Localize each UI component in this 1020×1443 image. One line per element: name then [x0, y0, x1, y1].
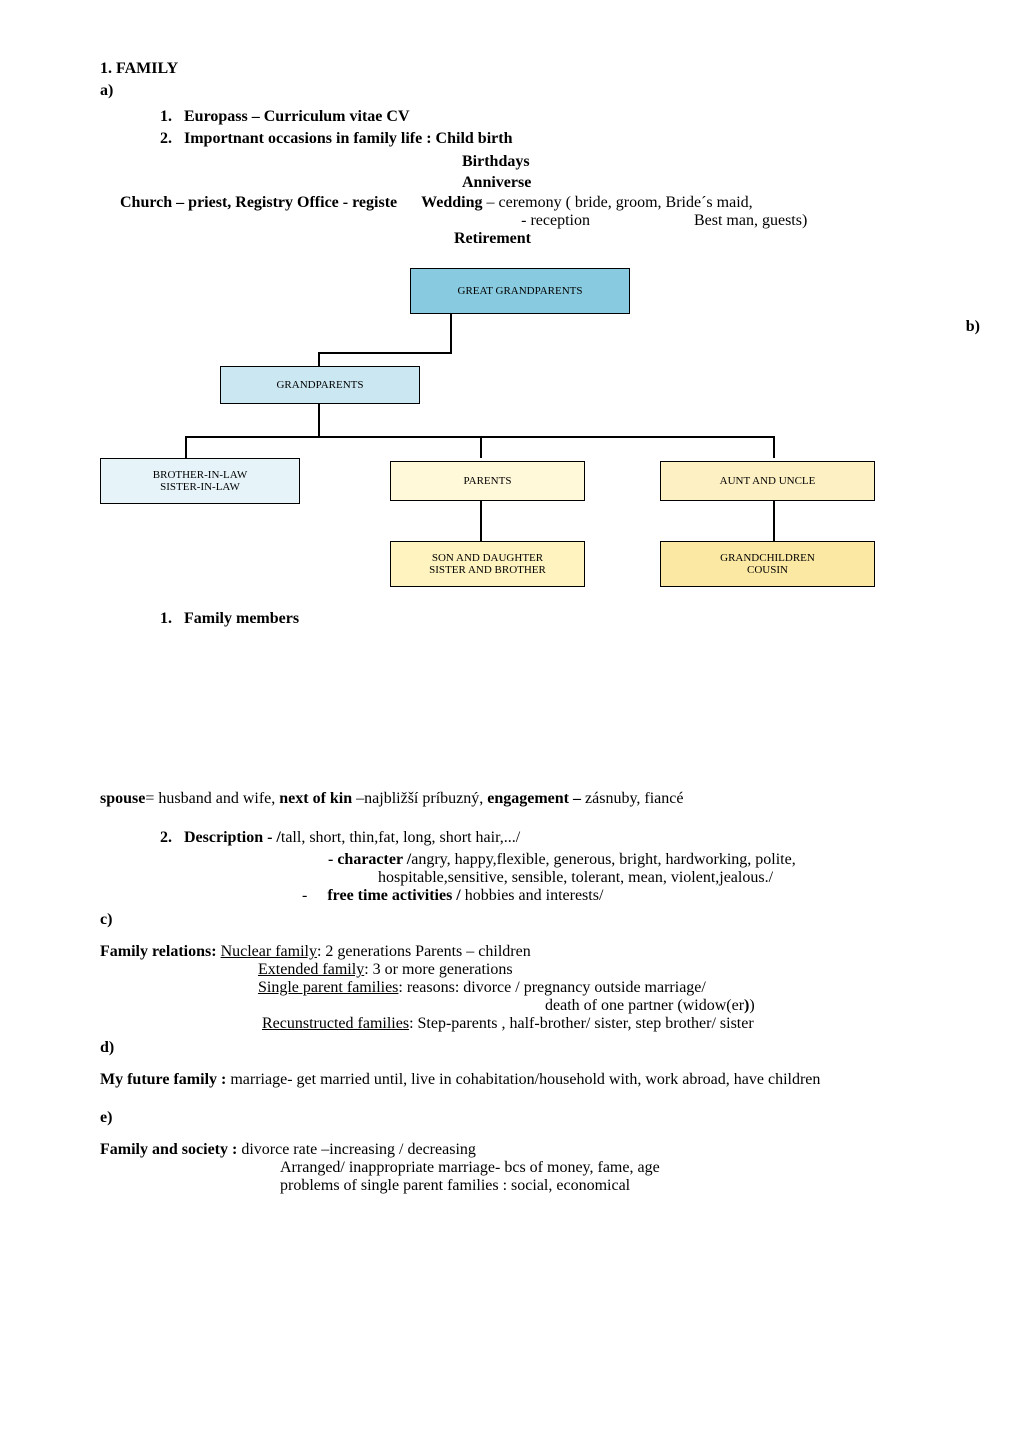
character-bold: - character /	[328, 851, 411, 868]
description-title: Description - /	[184, 829, 281, 846]
description-body: tall, short, thin,fat, long, short hair,…	[281, 829, 520, 846]
node-label: GRANDPARENTS	[276, 379, 363, 391]
occasion-birthdays: Birthdays	[462, 152, 920, 173]
node-son-daughter: SON AND DAUGHTER SISTER AND BROTHER	[390, 541, 585, 587]
family-society-title: Family and society :	[100, 1141, 237, 1158]
free-time-line: - free time activities / hobbies and int…	[302, 887, 920, 905]
node-label: COUSIN	[747, 564, 788, 576]
character-body: angry, happy,flexible, generous, bright,…	[411, 851, 796, 868]
vocab-text: zásnuby, fiancé	[581, 790, 683, 807]
vocab-engagement: engagement –	[487, 790, 581, 807]
free-bold: free time activities /	[327, 887, 460, 904]
connector	[185, 436, 187, 458]
list-text: Europass – Curriculum vitae CV	[184, 108, 410, 125]
node-label: GRANDCHILDREN	[720, 552, 815, 564]
node-label: SISTER-IN-LAW	[160, 481, 240, 493]
character-line-2: hospitable,sensitive, sensible, tolerant…	[378, 869, 920, 887]
node-brother-sister-in-law: BROTHER-IN-LAW SISTER-IN-LAW	[100, 458, 300, 504]
reconstructed-rest: : Step-parents , half-brother/ sister, s…	[409, 1015, 754, 1032]
extended-family: Extended family	[258, 961, 364, 978]
section-c-label: c)	[100, 911, 920, 929]
free-body: hobbies and interests/	[461, 887, 604, 904]
family-relations-title: Family relations:	[100, 943, 217, 960]
node-label: AUNT AND UNCLE	[720, 475, 816, 487]
extended-family-line: Extended family: 3 or more generations	[258, 961, 920, 979]
nuclear-rest: : 2 generations Parents – children	[317, 943, 531, 960]
section-e-label: e)	[100, 1109, 920, 1127]
connector	[480, 436, 482, 458]
vocab-text: –najbližší príbuzný,	[352, 790, 487, 807]
list-item-1: 1. Europass – Curriculum vitae CV	[100, 108, 920, 126]
reconstructed: Recunstructed families	[262, 1015, 409, 1032]
single-rest2-end: )	[749, 997, 754, 1014]
nuclear-family: Nuclear family	[221, 943, 317, 960]
wedding-row: Church – priest, Registry Office - regis…	[120, 194, 920, 230]
extended-rest: : 3 or more generations	[364, 961, 512, 978]
list-num: 2.	[160, 829, 172, 846]
list-num: 2.	[160, 130, 172, 147]
dash: -	[302, 887, 327, 904]
family-relations: Family relations: Nuclear family: 2 gene…	[100, 943, 920, 961]
character-line: - character /angry, happy,flexible, gene…	[328, 851, 920, 869]
wedding-rest: – ceremony ( bride, groom, Bride´s maid,	[482, 194, 752, 211]
future-family-body: marriage- get married until, live in coh…	[226, 1071, 820, 1088]
single-rest: : reasons: divorce / pregnancy outside m…	[398, 979, 705, 996]
family-tree-diagram: b) GREAT GRANDPARENTS GRANDPARENTS BROTH…	[100, 268, 920, 628]
future-family: My future family : marriage- get married…	[100, 1071, 920, 1089]
page-title: 1. FAMILY	[100, 60, 920, 78]
retirement: Retirement	[454, 230, 920, 248]
node-label: BROTHER-IN-LAW	[153, 469, 247, 481]
node-label: PARENTS	[464, 475, 512, 487]
society-line-3: problems of single parent families : soc…	[280, 1177, 920, 1195]
connector	[773, 436, 775, 458]
node-label: GREAT GRANDPARENTS	[458, 285, 583, 297]
section-b-label: b)	[966, 318, 980, 336]
wedding-reception: - reception Best man, guests)	[421, 212, 807, 229]
node-parents: PARENTS	[390, 461, 585, 501]
wedding-bold: Wedding	[421, 194, 482, 211]
description-item: 2. Description - /tall, short, thin,fat,…	[100, 829, 920, 847]
church-text: Church – priest, Registry Office - regis…	[120, 194, 397, 212]
reconstructed-line: Recunstructed families: Step-parents , h…	[262, 1015, 920, 1033]
connector	[318, 352, 452, 354]
node-label: SON AND DAUGHTER	[432, 552, 543, 564]
single-parent-line-2: death of one partner (widow(er))	[545, 997, 920, 1015]
list-item-2: 2. Importnant occasions in family life :…	[100, 130, 920, 148]
section-d-label: d)	[100, 1039, 920, 1057]
vocab-line: spouse= husband and wife, next of kin –n…	[100, 788, 920, 810]
connector	[773, 501, 775, 541]
single-parent-line: Single parent families: reasons: divorce…	[258, 979, 920, 997]
vocab-spouse: spouse	[100, 790, 145, 807]
connector	[318, 352, 320, 366]
node-label: SISTER AND BROTHER	[429, 564, 546, 576]
single-rest2: death of one partner (widow(er	[545, 997, 744, 1014]
occasion-anniverse: Anniverse	[462, 173, 920, 194]
list-text: Importnant occasions in family life : Ch…	[184, 130, 512, 147]
family-society-body: divorce rate –increasing / decreasing	[237, 1141, 476, 1158]
single-parent: Single parent families	[258, 979, 398, 996]
node-grandchildren: GRANDCHILDREN COUSIN	[660, 541, 875, 587]
vocab-text: = husband and wife,	[145, 790, 279, 807]
vocab-nextkin: next of kin	[279, 790, 352, 807]
node-grandparents: GRANDPARENTS	[220, 366, 420, 404]
wedding-text: Wedding – ceremony ( bride, groom, Bride…	[421, 194, 807, 230]
list-num: 1.	[160, 108, 172, 125]
node-great-grandparents: GREAT GRANDPARENTS	[410, 268, 630, 314]
connector	[450, 314, 452, 352]
future-family-title: My future family :	[100, 1071, 226, 1088]
connector	[318, 404, 320, 436]
node-aunt-uncle: AUNT AND UNCLE	[660, 461, 875, 501]
section-a-label: a)	[100, 82, 920, 100]
society-line-2: Arranged/ inappropriate marriage- bcs of…	[280, 1159, 920, 1177]
family-society: Family and society : divorce rate –incre…	[100, 1141, 920, 1159]
connector	[480, 501, 482, 541]
